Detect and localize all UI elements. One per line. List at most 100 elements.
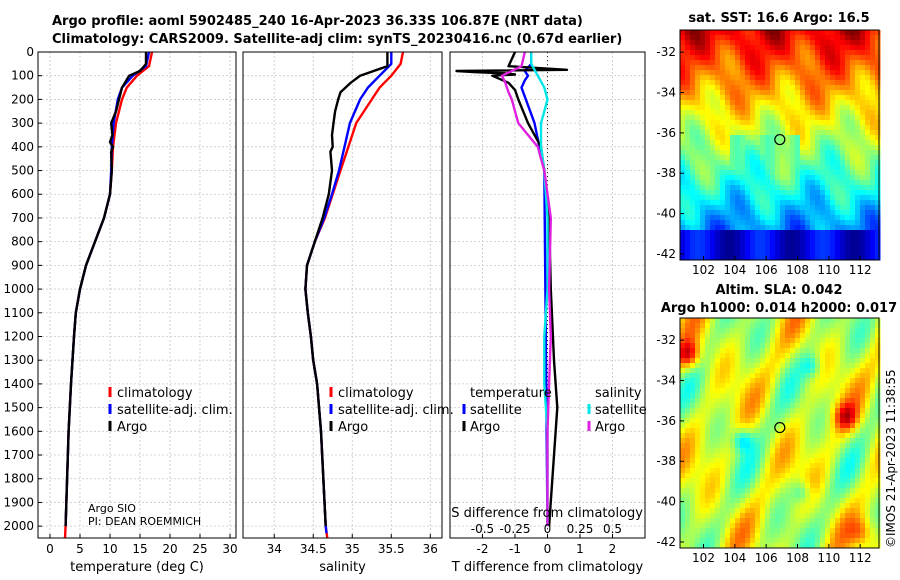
map-cell (775, 528, 781, 534)
map-cell (830, 318, 836, 324)
map-cell (680, 328, 686, 334)
map-cell (810, 230, 816, 236)
map-cell (800, 240, 806, 246)
map-cell (765, 323, 771, 329)
map-cell (775, 200, 781, 206)
map-cell (805, 463, 811, 469)
map-cell (850, 528, 856, 534)
map-cell (865, 80, 871, 86)
map-cell (760, 220, 766, 226)
map-cell (725, 463, 731, 469)
map-cell (845, 155, 851, 161)
map-cell (745, 225, 751, 231)
map-cell (805, 428, 811, 434)
map-cell (745, 348, 751, 354)
map-cell (820, 80, 826, 86)
map-cell (775, 438, 781, 444)
map-cell (860, 195, 866, 201)
map-cell (740, 488, 746, 494)
map-cell (705, 448, 711, 454)
map-cell (870, 55, 876, 61)
map-cell (775, 90, 781, 96)
map-cell (735, 140, 741, 146)
map-cell (760, 518, 766, 524)
map-cell (775, 55, 781, 61)
map-cell (770, 528, 776, 534)
map-cell (835, 190, 841, 196)
map-cell (685, 120, 691, 126)
map-cell (705, 543, 711, 549)
map-cell (825, 170, 831, 176)
map-cell (875, 318, 881, 324)
map-cell (795, 343, 801, 349)
map-cell (775, 80, 781, 86)
map-cell (775, 30, 781, 36)
y-tick-label: 1000 (3, 282, 34, 296)
map-cell (790, 358, 796, 364)
map-cell (745, 523, 751, 529)
map-cell (715, 160, 721, 166)
map-cell (700, 323, 706, 329)
map-cell (685, 60, 691, 66)
map-cell (705, 488, 711, 494)
map-cell (690, 115, 696, 121)
map-cell (825, 180, 831, 186)
map-cell (680, 225, 686, 231)
map-cell (870, 35, 876, 41)
map-cell (765, 448, 771, 454)
map-cell (695, 328, 701, 334)
map-cell (720, 358, 726, 364)
map-cell (775, 353, 781, 359)
map-cell (810, 453, 816, 459)
map-cell (775, 403, 781, 409)
map-cell (730, 378, 736, 384)
map-cell (825, 215, 831, 221)
map-cell (785, 190, 791, 196)
map-cell (870, 343, 876, 349)
map-cell (805, 45, 811, 51)
map-cell (805, 543, 811, 549)
map-cell (745, 483, 751, 489)
map-cell (740, 423, 746, 429)
map-cell (865, 85, 871, 91)
map-cell (840, 398, 846, 404)
map-cell (765, 75, 771, 81)
map-cell (810, 80, 816, 86)
map-cell (755, 65, 761, 71)
map-cell (770, 100, 776, 106)
map-cell (835, 100, 841, 106)
map-cell (830, 225, 836, 231)
map-cell (830, 378, 836, 384)
map-cell (825, 418, 831, 424)
map-cell (740, 398, 746, 404)
map-cell (745, 125, 751, 131)
map-cell (850, 393, 856, 399)
map-cell (855, 40, 861, 46)
map-cell (710, 185, 716, 191)
map-cell (720, 145, 726, 151)
map-cell (755, 105, 761, 111)
map-cell (850, 195, 856, 201)
map-cell (815, 408, 821, 414)
map-cell (830, 75, 836, 81)
map-cell (865, 473, 871, 479)
map-cell (735, 518, 741, 524)
map-cell (765, 348, 771, 354)
map-cell (820, 115, 826, 121)
map-cell (700, 115, 706, 121)
map-cell (825, 150, 831, 156)
map-cell (800, 130, 806, 136)
map-cell (700, 473, 706, 479)
map-cell (865, 245, 871, 251)
map-cell (755, 35, 761, 41)
map-cell (755, 463, 761, 469)
float-institution: Argo SIO (88, 502, 136, 515)
map-cell (845, 230, 851, 236)
map-cell (770, 245, 776, 251)
map-cell (805, 333, 811, 339)
map-cell (865, 45, 871, 51)
map-cell (750, 195, 756, 201)
map-cell (725, 95, 731, 101)
map-cell (700, 175, 706, 181)
map-cell (725, 473, 731, 479)
